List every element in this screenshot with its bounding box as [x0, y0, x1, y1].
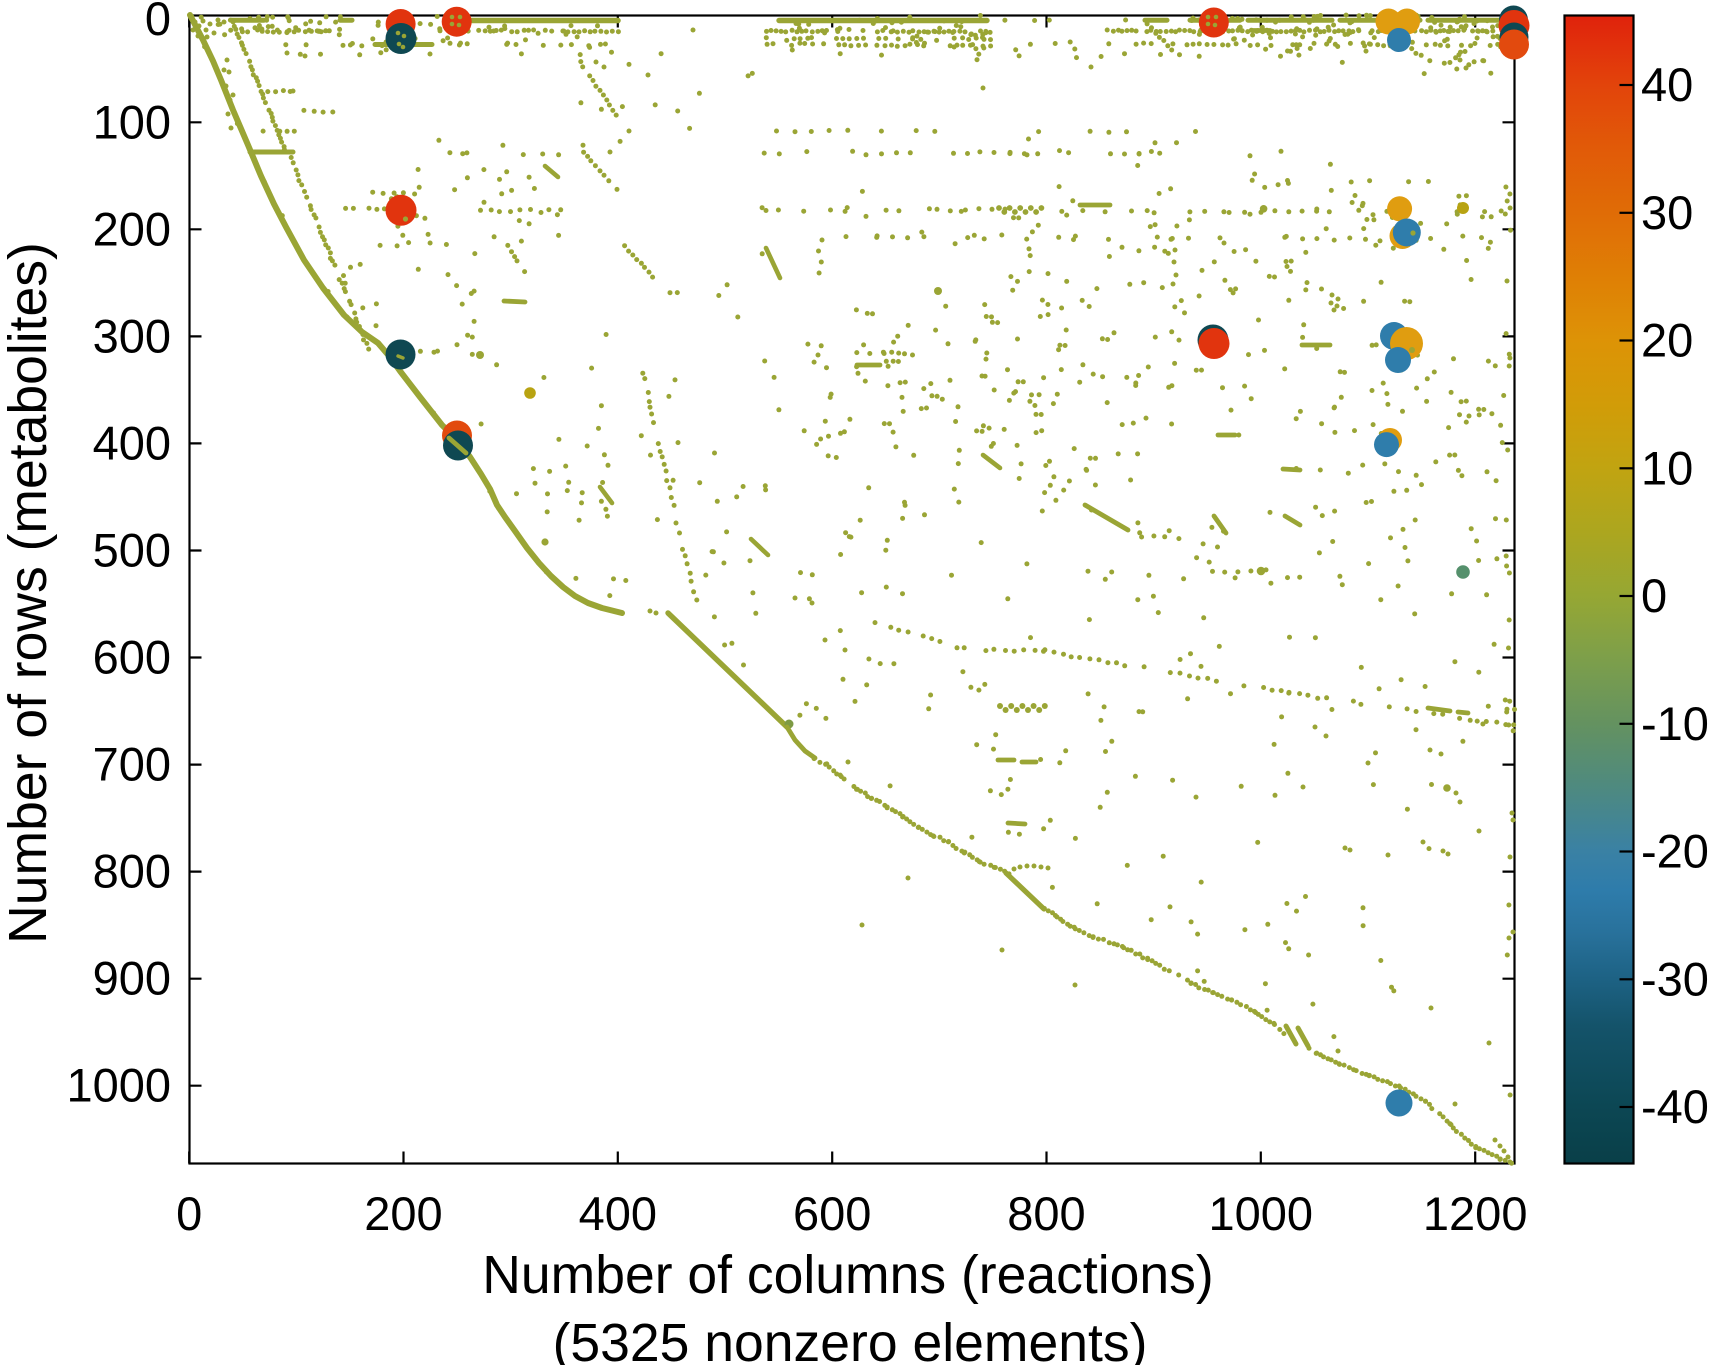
svg-text:500: 500 [93, 524, 171, 577]
svg-text:400: 400 [93, 416, 171, 469]
svg-text:100: 100 [93, 95, 171, 148]
svg-text:Number of columns (reactions): Number of columns (reactions) [482, 1246, 1213, 1305]
svg-text:Number of rows (metabolites): Number of rows (metabolites) [0, 242, 58, 944]
svg-text:1000: 1000 [1209, 1187, 1314, 1240]
svg-text:200: 200 [364, 1187, 442, 1240]
svg-text:400: 400 [579, 1187, 657, 1240]
svg-text:(5325 nonzero elements): (5325 nonzero elements) [553, 1314, 1148, 1365]
svg-text:0: 0 [176, 1187, 202, 1240]
svg-text:600: 600 [93, 631, 171, 684]
svg-text:800: 800 [93, 845, 171, 898]
svg-text:200: 200 [93, 202, 171, 255]
svg-text:300: 300 [93, 309, 171, 362]
svg-text:1000: 1000 [66, 1059, 171, 1112]
svg-text:900: 900 [93, 952, 171, 1005]
svg-text:10: 10 [1641, 441, 1693, 494]
svg-text:0: 0 [1641, 569, 1667, 622]
svg-text:700: 700 [93, 738, 171, 791]
svg-text:30: 30 [1641, 186, 1693, 239]
svg-text:-40: -40 [1641, 1080, 1709, 1133]
svg-text:0: 0 [145, 0, 171, 45]
svg-text:20: 20 [1641, 314, 1693, 367]
svg-text:-10: -10 [1641, 697, 1709, 750]
svg-text:-30: -30 [1641, 952, 1709, 1005]
svg-text:40: 40 [1641, 58, 1693, 111]
svg-text:600: 600 [793, 1187, 871, 1240]
svg-text:-20: -20 [1641, 825, 1709, 878]
svg-text:1200: 1200 [1423, 1187, 1528, 1240]
svg-text:800: 800 [1007, 1187, 1085, 1240]
